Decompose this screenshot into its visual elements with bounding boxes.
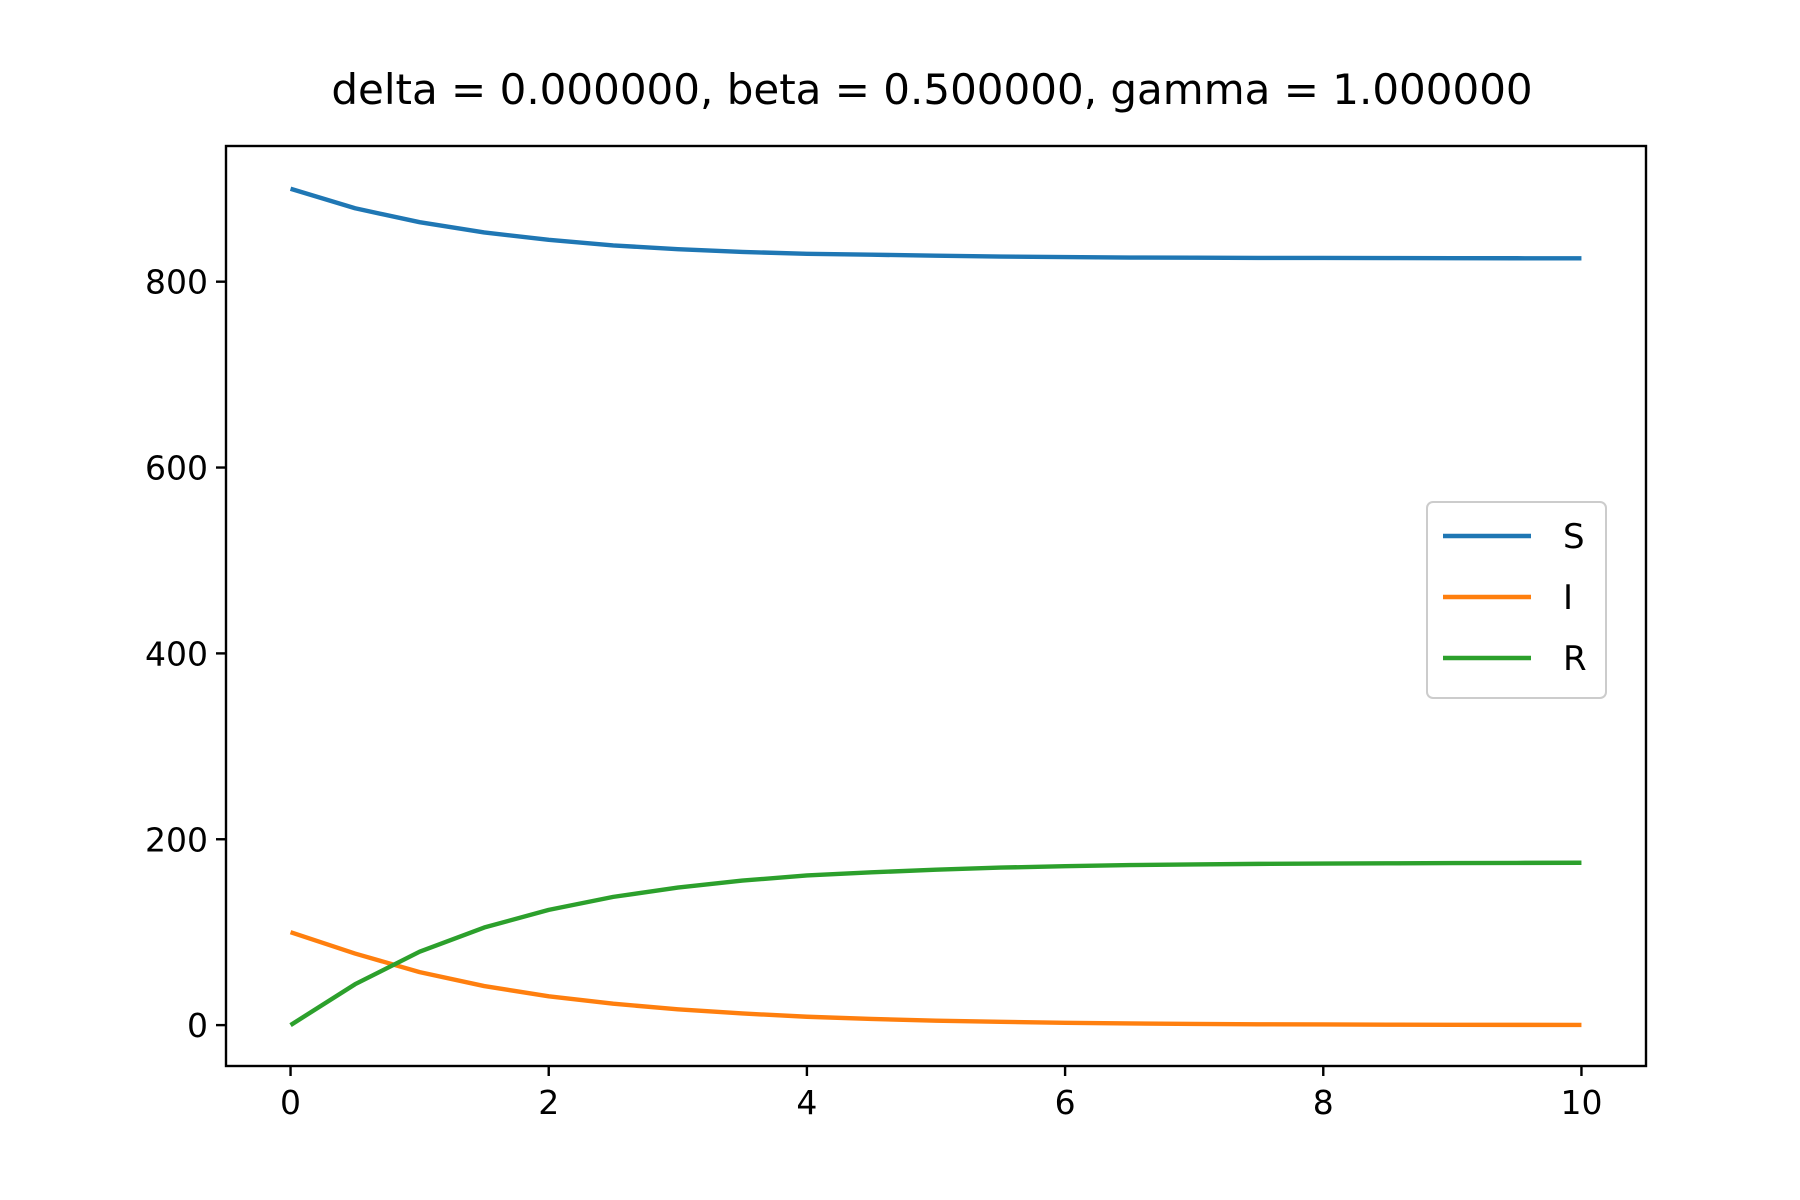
chart-title: delta = 0.000000, beta = 0.500000, gamma… [331, 65, 1532, 114]
legend-label-I: I [1563, 578, 1573, 618]
x-axis: 0 2 4 6 8 10 [280, 1066, 1602, 1122]
x-tick-label: 2 [538, 1083, 559, 1122]
y-tick-label: 800 [145, 263, 208, 302]
series-line-I [289, 930, 1582, 1028]
legend-label-S: S [1563, 517, 1585, 557]
y-tick-label: 600 [145, 449, 208, 488]
legend-label-R: R [1563, 639, 1587, 679]
y-tick-label: 400 [145, 634, 208, 673]
axes-frame [224, 144, 1648, 1068]
x-tick-label: 6 [1055, 1083, 1076, 1122]
x-tick-label: 0 [280, 1083, 301, 1122]
y-tick-label: 0 [187, 1006, 208, 1045]
series-layer [289, 186, 1582, 1028]
legend: SIR [1426, 501, 1607, 699]
x-tick-label: 8 [1313, 1083, 1334, 1122]
y-tick-label: 200 [145, 820, 208, 859]
x-tick-label: 4 [796, 1083, 817, 1122]
legend-box [1426, 501, 1607, 699]
y-axis: 0 200 400 600 800 [145, 263, 226, 1045]
series-line-S [289, 186, 1582, 261]
x-tick-label: 10 [1560, 1083, 1602, 1122]
series-line-R [289, 860, 1582, 1027]
